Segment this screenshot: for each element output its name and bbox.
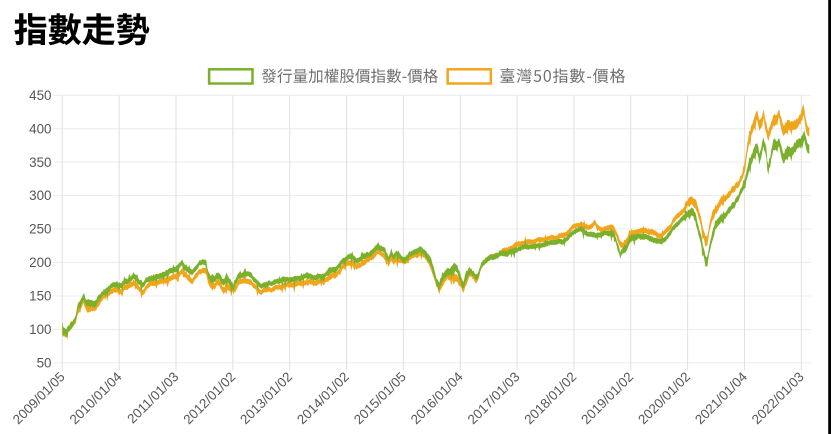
svg-text:2011/01/03: 2011/01/03 — [124, 369, 181, 426]
svg-text:2013/01/02: 2013/01/02 — [237, 369, 295, 427]
svg-text:450: 450 — [29, 88, 51, 103]
svg-text:2017/01/03: 2017/01/03 — [465, 369, 523, 427]
svg-text:250: 250 — [29, 222, 51, 237]
svg-text:50: 50 — [37, 356, 52, 371]
svg-text:2015/01/05: 2015/01/05 — [351, 369, 409, 427]
svg-text:350: 350 — [29, 155, 51, 170]
svg-text:400: 400 — [29, 121, 51, 136]
svg-text:2010/01/04: 2010/01/04 — [67, 369, 125, 427]
svg-text:300: 300 — [29, 188, 51, 203]
svg-text:2020/01/02: 2020/01/02 — [635, 369, 693, 427]
svg-text:2009/01/05: 2009/01/05 — [10, 369, 68, 427]
svg-text:2016/01/04: 2016/01/04 — [408, 369, 466, 427]
svg-text:2022/01/03: 2022/01/03 — [749, 369, 807, 427]
svg-text:150: 150 — [29, 289, 51, 304]
svg-text:2012/01/02: 2012/01/02 — [180, 369, 238, 427]
svg-text:100: 100 — [29, 322, 51, 337]
svg-text:200: 200 — [29, 255, 51, 270]
svg-text:2021/01/04: 2021/01/04 — [692, 369, 750, 427]
svg-text:2018/01/02: 2018/01/02 — [521, 369, 579, 427]
svg-text:2014/01/02: 2014/01/02 — [294, 369, 352, 427]
svg-text:2019/01/02: 2019/01/02 — [578, 369, 636, 427]
